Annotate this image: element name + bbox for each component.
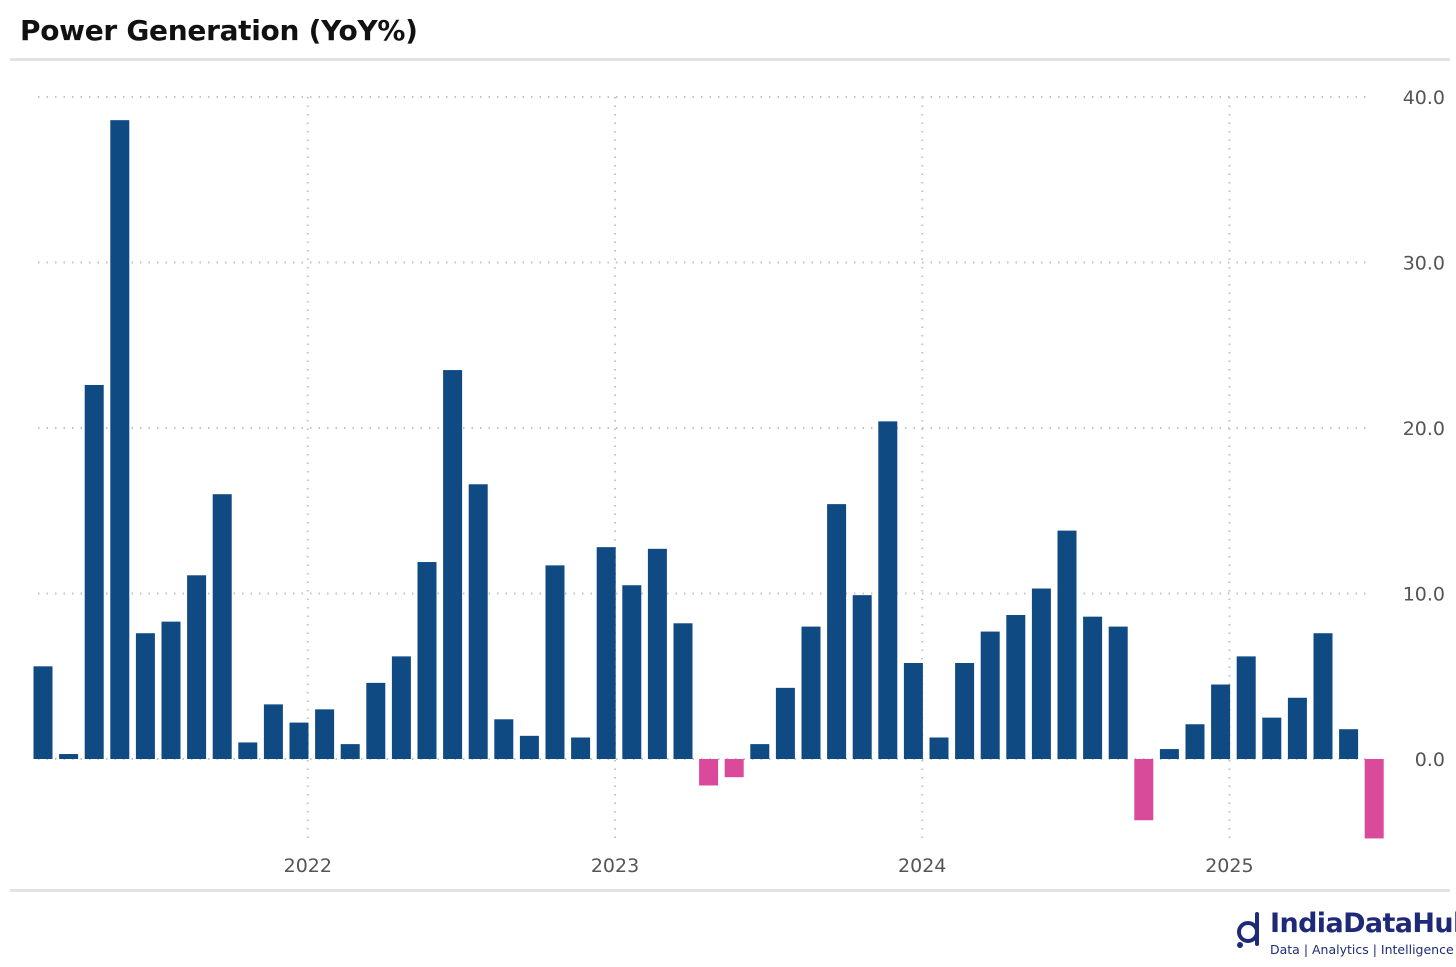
x-tick-label: 2022 (284, 855, 332, 877)
bar-2022-11 (571, 737, 591, 760)
bar-2021-11 (263, 704, 283, 759)
chart-title: Power Generation (YoY%) (20, 14, 418, 47)
bar-2024-09 (1134, 759, 1154, 821)
bar-2023-12 (903, 663, 923, 759)
x-axis-ticks: 2022 2023 2024 2025 (284, 855, 1254, 877)
bar-2025-02 (1262, 717, 1282, 760)
bar-2021-08 (187, 575, 207, 759)
bar-2022-06 (443, 370, 463, 759)
bottom-divider (10, 889, 1450, 892)
bar-2022-09 (519, 735, 539, 759)
bars (33, 120, 1384, 839)
bar-2025-06 (1364, 759, 1384, 839)
y-axis-ticks: 0.0 10.0 20.0 30.0 40.0 (1403, 87, 1445, 771)
y-tick-label: 20.0 (1403, 418, 1445, 440)
y-tick-label: 10.0 (1403, 584, 1445, 606)
bar-2022-12 (596, 547, 616, 759)
bar-2023-02 (647, 548, 667, 760)
bar-2023-08 (801, 626, 821, 759)
bar-2023-06 (750, 744, 770, 760)
bar-2024-08 (1108, 626, 1128, 759)
bar-2021-06 (135, 633, 155, 759)
bar-2021-04 (84, 384, 104, 759)
bar-2025-05 (1339, 729, 1359, 759)
top-divider (10, 58, 1450, 61)
bar-2024-07 (1083, 616, 1103, 759)
x-tick-label: 2024 (898, 855, 946, 877)
bar-2021-12 (289, 722, 309, 759)
bar-2024-05 (1031, 588, 1051, 759)
bar-2023-07 (775, 687, 795, 760)
x-tick-label: 2023 (591, 855, 639, 877)
bar-2022-08 (494, 719, 514, 759)
bar-2022-04 (391, 656, 411, 759)
bar-2024-11 (1185, 724, 1205, 760)
bar-2025-04 (1313, 633, 1333, 759)
indiadatahub-logo-icon (1237, 912, 1259, 948)
brand-name: IndiaDataHub (1270, 908, 1456, 939)
x-tick-label: 2025 (1205, 855, 1253, 877)
bar-2025-01 (1236, 656, 1256, 759)
bar-2022-10 (545, 565, 565, 759)
y-tick-label: 30.0 (1403, 253, 1445, 275)
bar-2023-09 (827, 504, 847, 759)
brand-tagline: Data | Analytics | Intelligence (1270, 942, 1454, 957)
bar-chart: 0.0 10.0 20.0 30.0 40.0 2022 2023 2024 2025 (33, 87, 1445, 877)
bar-2021-05 (110, 120, 130, 760)
bar-2024-04 (1006, 615, 1026, 759)
bar-2023-03 (673, 623, 693, 759)
bar-2021-09 (212, 494, 232, 759)
gridlines (38, 96, 1372, 840)
bar-2024-03 (980, 631, 1000, 760)
bar-2022-01 (315, 709, 335, 759)
y-tick-label: 40.0 (1403, 87, 1445, 109)
bar-2024-01 (929, 737, 949, 760)
bar-2023-11 (878, 421, 898, 759)
bar-2022-07 (468, 484, 488, 759)
bar-2021-07 (161, 621, 181, 759)
bar-2023-04 (699, 759, 719, 786)
bar-2023-05 (724, 759, 744, 778)
bar-2024-10 (1159, 749, 1179, 759)
bar-2022-02 (340, 744, 360, 760)
bar-2024-02 (955, 663, 975, 759)
bar-2021-03 (59, 754, 79, 759)
bar-2025-03 (1287, 697, 1307, 759)
bar-2022-03 (366, 682, 386, 759)
brand-logo: IndiaDataHub Data | Analytics | Intellig… (1236, 908, 1456, 962)
bar-2023-01 (622, 585, 642, 760)
bar-2021-02 (33, 666, 53, 759)
y-tick-label: 0.0 (1415, 749, 1445, 771)
bar-2023-10 (852, 595, 872, 759)
bar-2024-12 (1211, 684, 1231, 759)
bar-2024-06 (1057, 530, 1077, 759)
bar-2022-05 (417, 562, 437, 759)
bar-2021-10 (238, 742, 258, 759)
